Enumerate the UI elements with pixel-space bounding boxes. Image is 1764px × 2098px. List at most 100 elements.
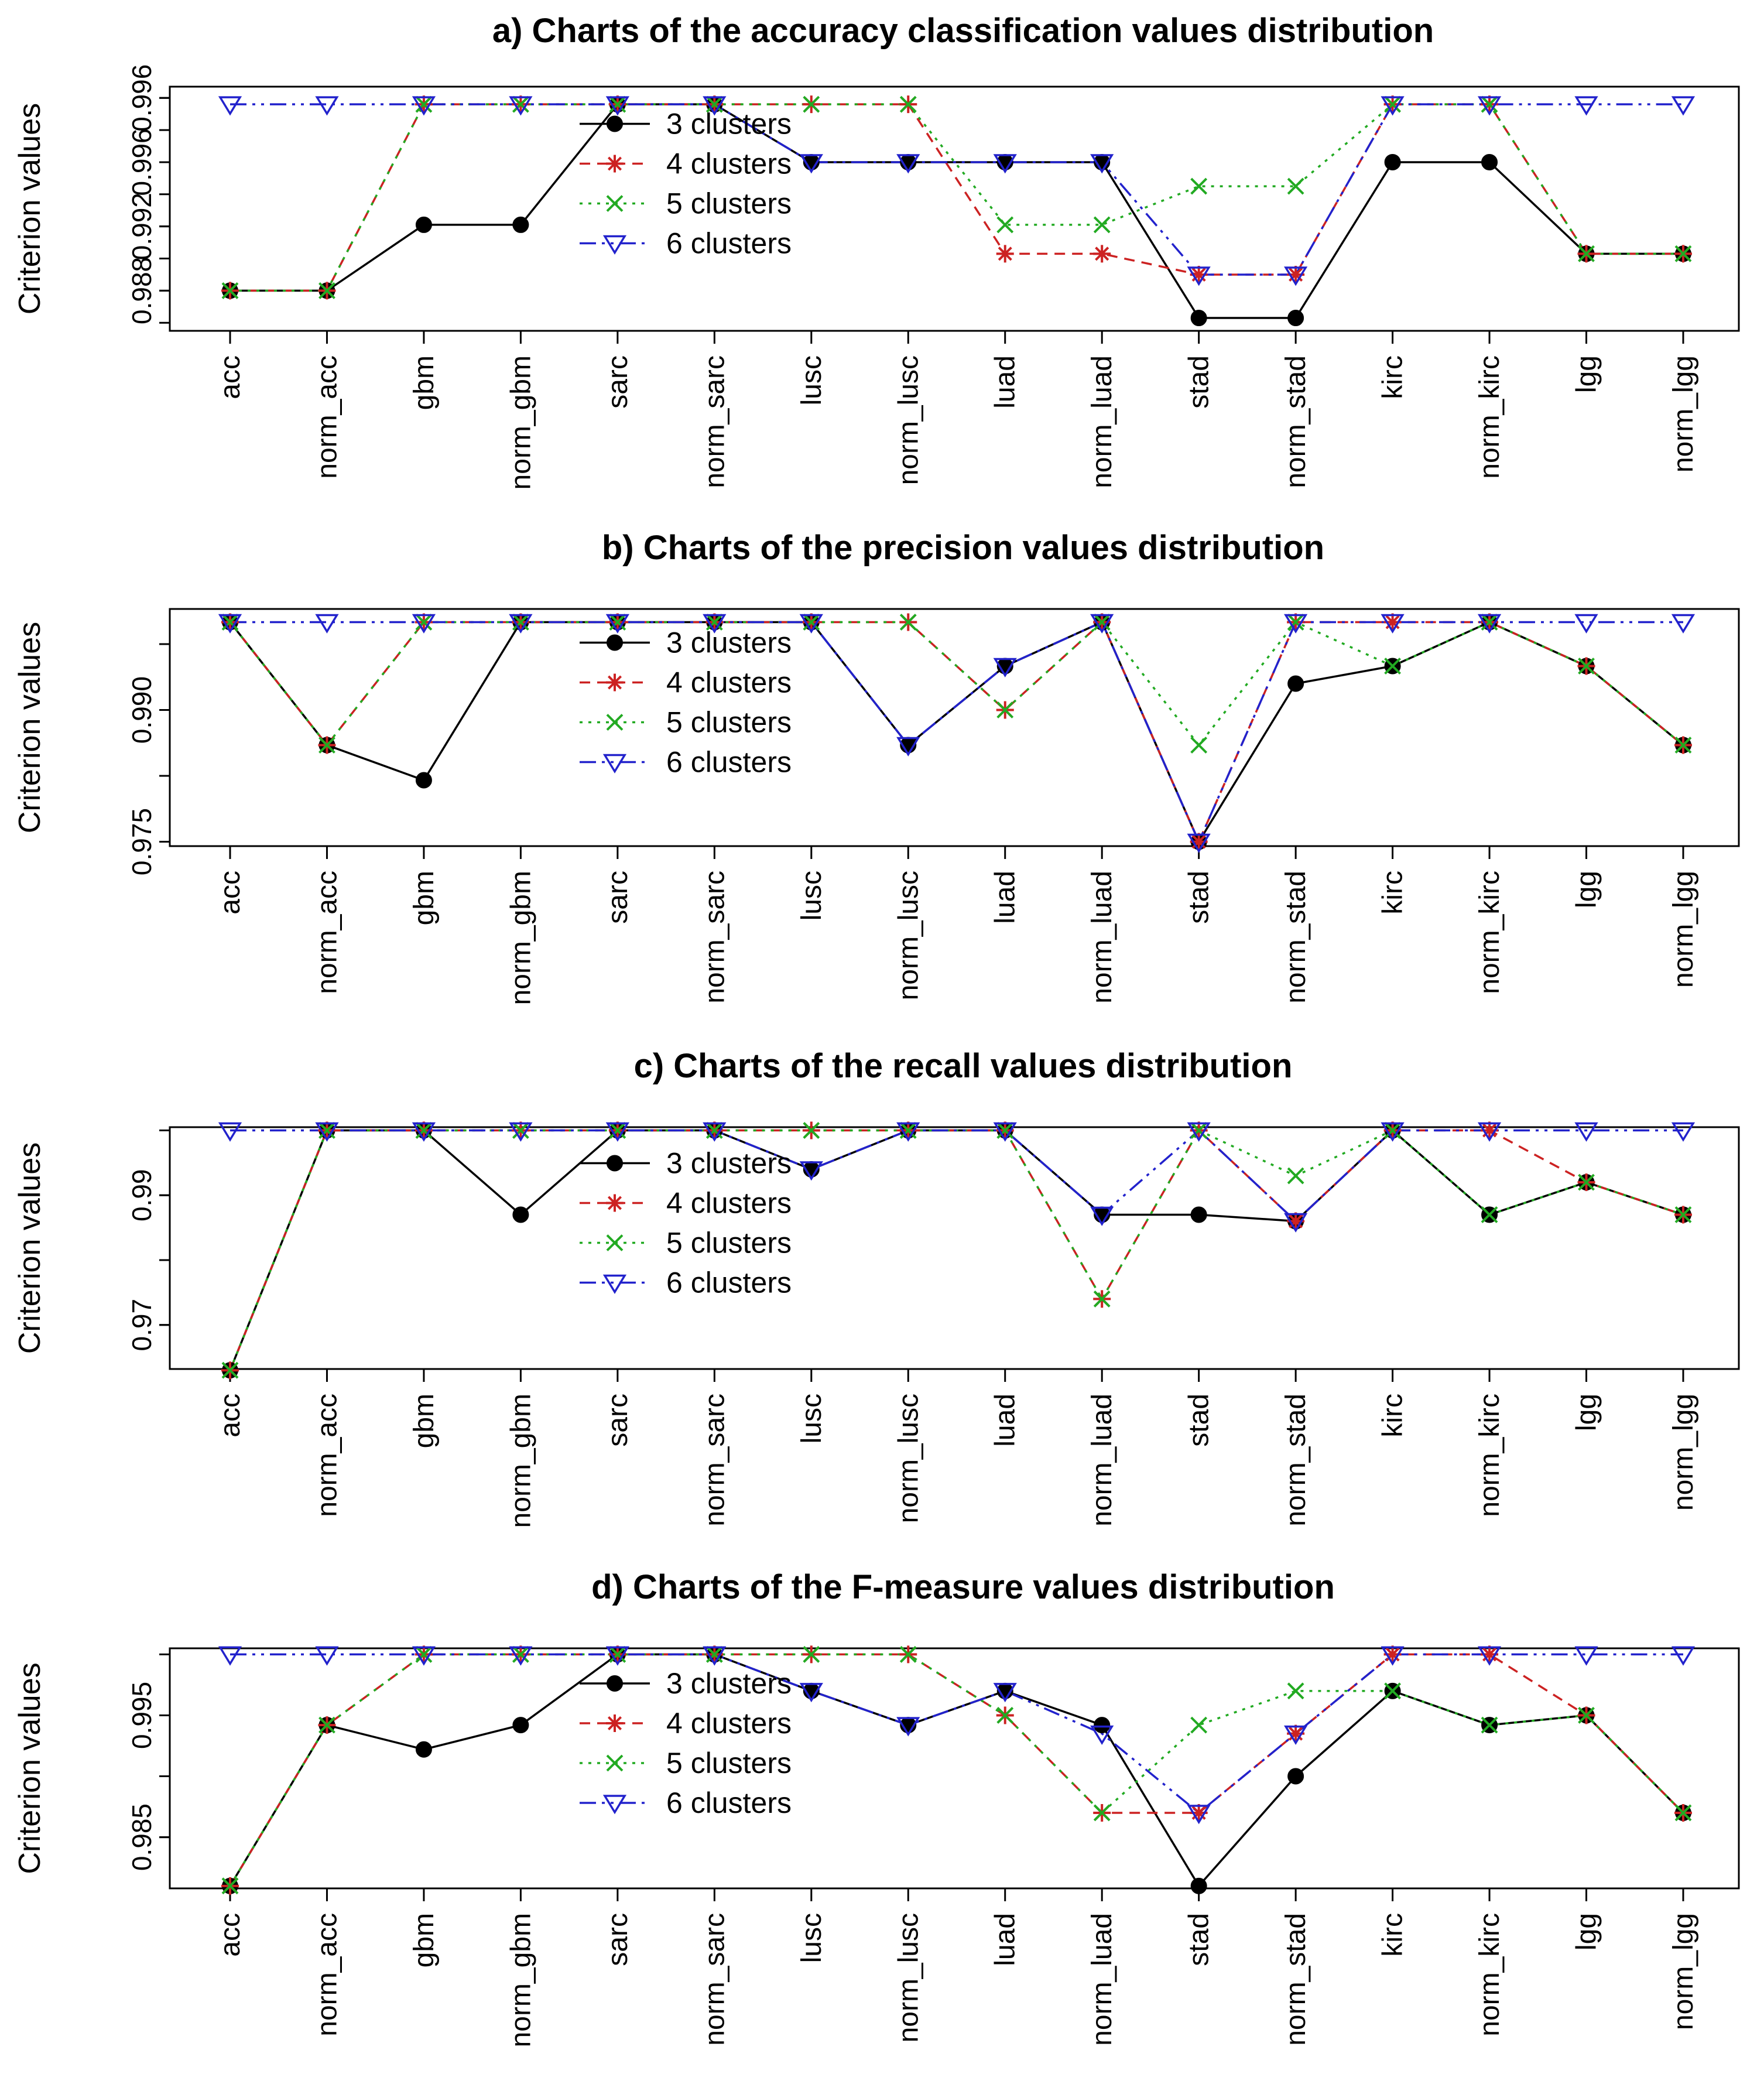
data-point: [896, 1122, 920, 1142]
series-line-4-clusters: [229, 1128, 1684, 1371]
data-point: [899, 614, 917, 631]
series-line-5-clusters: [229, 1653, 1684, 1887]
data-point: [1284, 614, 1308, 634]
x-tick-label: norm_kirc: [1474, 871, 1505, 994]
data-point: [896, 1717, 920, 1737]
x-tick-label: kirc: [1378, 871, 1409, 915]
x-tick-label: kirc: [1378, 1394, 1409, 1438]
y-tick-label: 0.99: [126, 1169, 157, 1221]
x-tick-label: acc: [215, 871, 246, 915]
data-point: [1190, 833, 1208, 851]
data-point: [1674, 1206, 1692, 1223]
data-point: [605, 96, 629, 116]
data-point: [509, 614, 533, 634]
data-point: [218, 1646, 242, 1666]
x-tick-label: luad: [990, 1913, 1021, 1966]
data-point: [1287, 310, 1304, 327]
legend-label: 6 clusters: [666, 227, 792, 260]
data-point: [1190, 1803, 1208, 1822]
data-point: [1287, 1212, 1305, 1230]
data-point: [1287, 1682, 1304, 1700]
data-point: [1284, 266, 1308, 286]
x-tick-label: norm_sarc: [699, 1913, 730, 2046]
data-point: [803, 1645, 820, 1663]
data-point: [1674, 1804, 1692, 1822]
x-tick-label: gbm: [409, 1394, 440, 1448]
data-point: [899, 95, 917, 113]
x-tick-label: norm_stad: [1280, 1913, 1311, 2046]
legend-label: 3 clusters: [666, 1147, 792, 1180]
data-point: [609, 1122, 626, 1139]
data-point: [1671, 1646, 1696, 1666]
legend-label: 5 clusters: [666, 187, 792, 220]
y-axis-label: Criterion values: [13, 622, 47, 833]
data-point: [1190, 1716, 1208, 1734]
data-point: [1384, 1122, 1402, 1139]
x-tick-label: norm_lgg: [1668, 1913, 1699, 2030]
legend-label: 4 clusters: [666, 666, 792, 699]
data-point: [1384, 658, 1402, 675]
legend-marker: [606, 1234, 624, 1251]
x-tick-label: norm_sarc: [699, 1394, 730, 1527]
data-point: [1383, 1645, 1402, 1664]
data-point: [703, 96, 727, 116]
data-point: [1287, 1167, 1304, 1185]
data-point: [1578, 658, 1595, 675]
data-point: [1477, 96, 1502, 116]
x-tick-label: norm_lusc: [893, 1394, 924, 1523]
series-line-4-clusters: [229, 620, 1684, 844]
legend-marker: [607, 634, 623, 651]
data-point: [996, 245, 1014, 263]
data-point: [1477, 1646, 1502, 1666]
data-point: [993, 658, 1017, 677]
series-line-6-clusters: [230, 103, 1683, 276]
plot-frame: [169, 1126, 1740, 1370]
x-tick-label: stad: [1184, 1913, 1215, 1966]
legend-marker: [602, 1274, 627, 1294]
legend-label: 3 clusters: [666, 627, 792, 659]
x-tick-label: norm_kirc: [1474, 355, 1505, 479]
x-tick-label: norm_acc: [311, 1394, 342, 1517]
y-tick-label: 0.990: [126, 676, 157, 744]
data-point: [1481, 1645, 1499, 1664]
legend-marker: [606, 195, 624, 212]
data-point: [705, 95, 723, 113]
data-point: [318, 737, 335, 754]
legend-marker: [606, 1194, 624, 1212]
data-point: [509, 1122, 533, 1142]
x-tick-label: sarc: [602, 1394, 633, 1447]
x-tick-label: lgg: [1571, 1394, 1602, 1431]
data-point: [703, 614, 727, 634]
legend-label: 5 clusters: [666, 1747, 792, 1779]
x-tick-label: norm_luad: [1087, 1394, 1118, 1527]
legend-marker: [606, 155, 624, 173]
legend-marker: [602, 235, 627, 255]
data-point: [415, 772, 432, 789]
x-tick-label: norm_lgg: [1668, 355, 1699, 473]
x-tick-label: gbm: [409, 1913, 440, 1967]
data-point: [1481, 95, 1498, 113]
data-point: [605, 1646, 629, 1666]
data-point: [1190, 177, 1208, 195]
y-axis-label: Criterion values: [13, 1142, 47, 1354]
x-tick-label: norm_acc: [311, 871, 342, 994]
data-point: [993, 1122, 1017, 1142]
x-tick-label: lusc: [796, 871, 827, 920]
legend-label: 6 clusters: [666, 1267, 792, 1299]
legend-label: 5 clusters: [666, 1227, 792, 1260]
x-tick-label: stad: [1184, 355, 1215, 409]
data-point: [1190, 1122, 1208, 1139]
data-point: [218, 614, 242, 634]
series-line-5-clusters: [229, 1129, 1684, 1371]
x-tick-label: lusc: [796, 1913, 827, 1963]
data-point: [1481, 1206, 1498, 1223]
data-point: [1477, 614, 1502, 634]
chart-panel-a: a) Charts of the accuracy classification…: [13, 12, 1740, 490]
y-tick-label: 0.992: [126, 193, 157, 260]
legend-marker: [607, 1675, 623, 1692]
chart-title: a) Charts of the accuracy classification…: [492, 12, 1434, 50]
data-point: [705, 1122, 723, 1139]
data-point: [705, 614, 723, 631]
legend-label: 5 clusters: [666, 706, 792, 739]
